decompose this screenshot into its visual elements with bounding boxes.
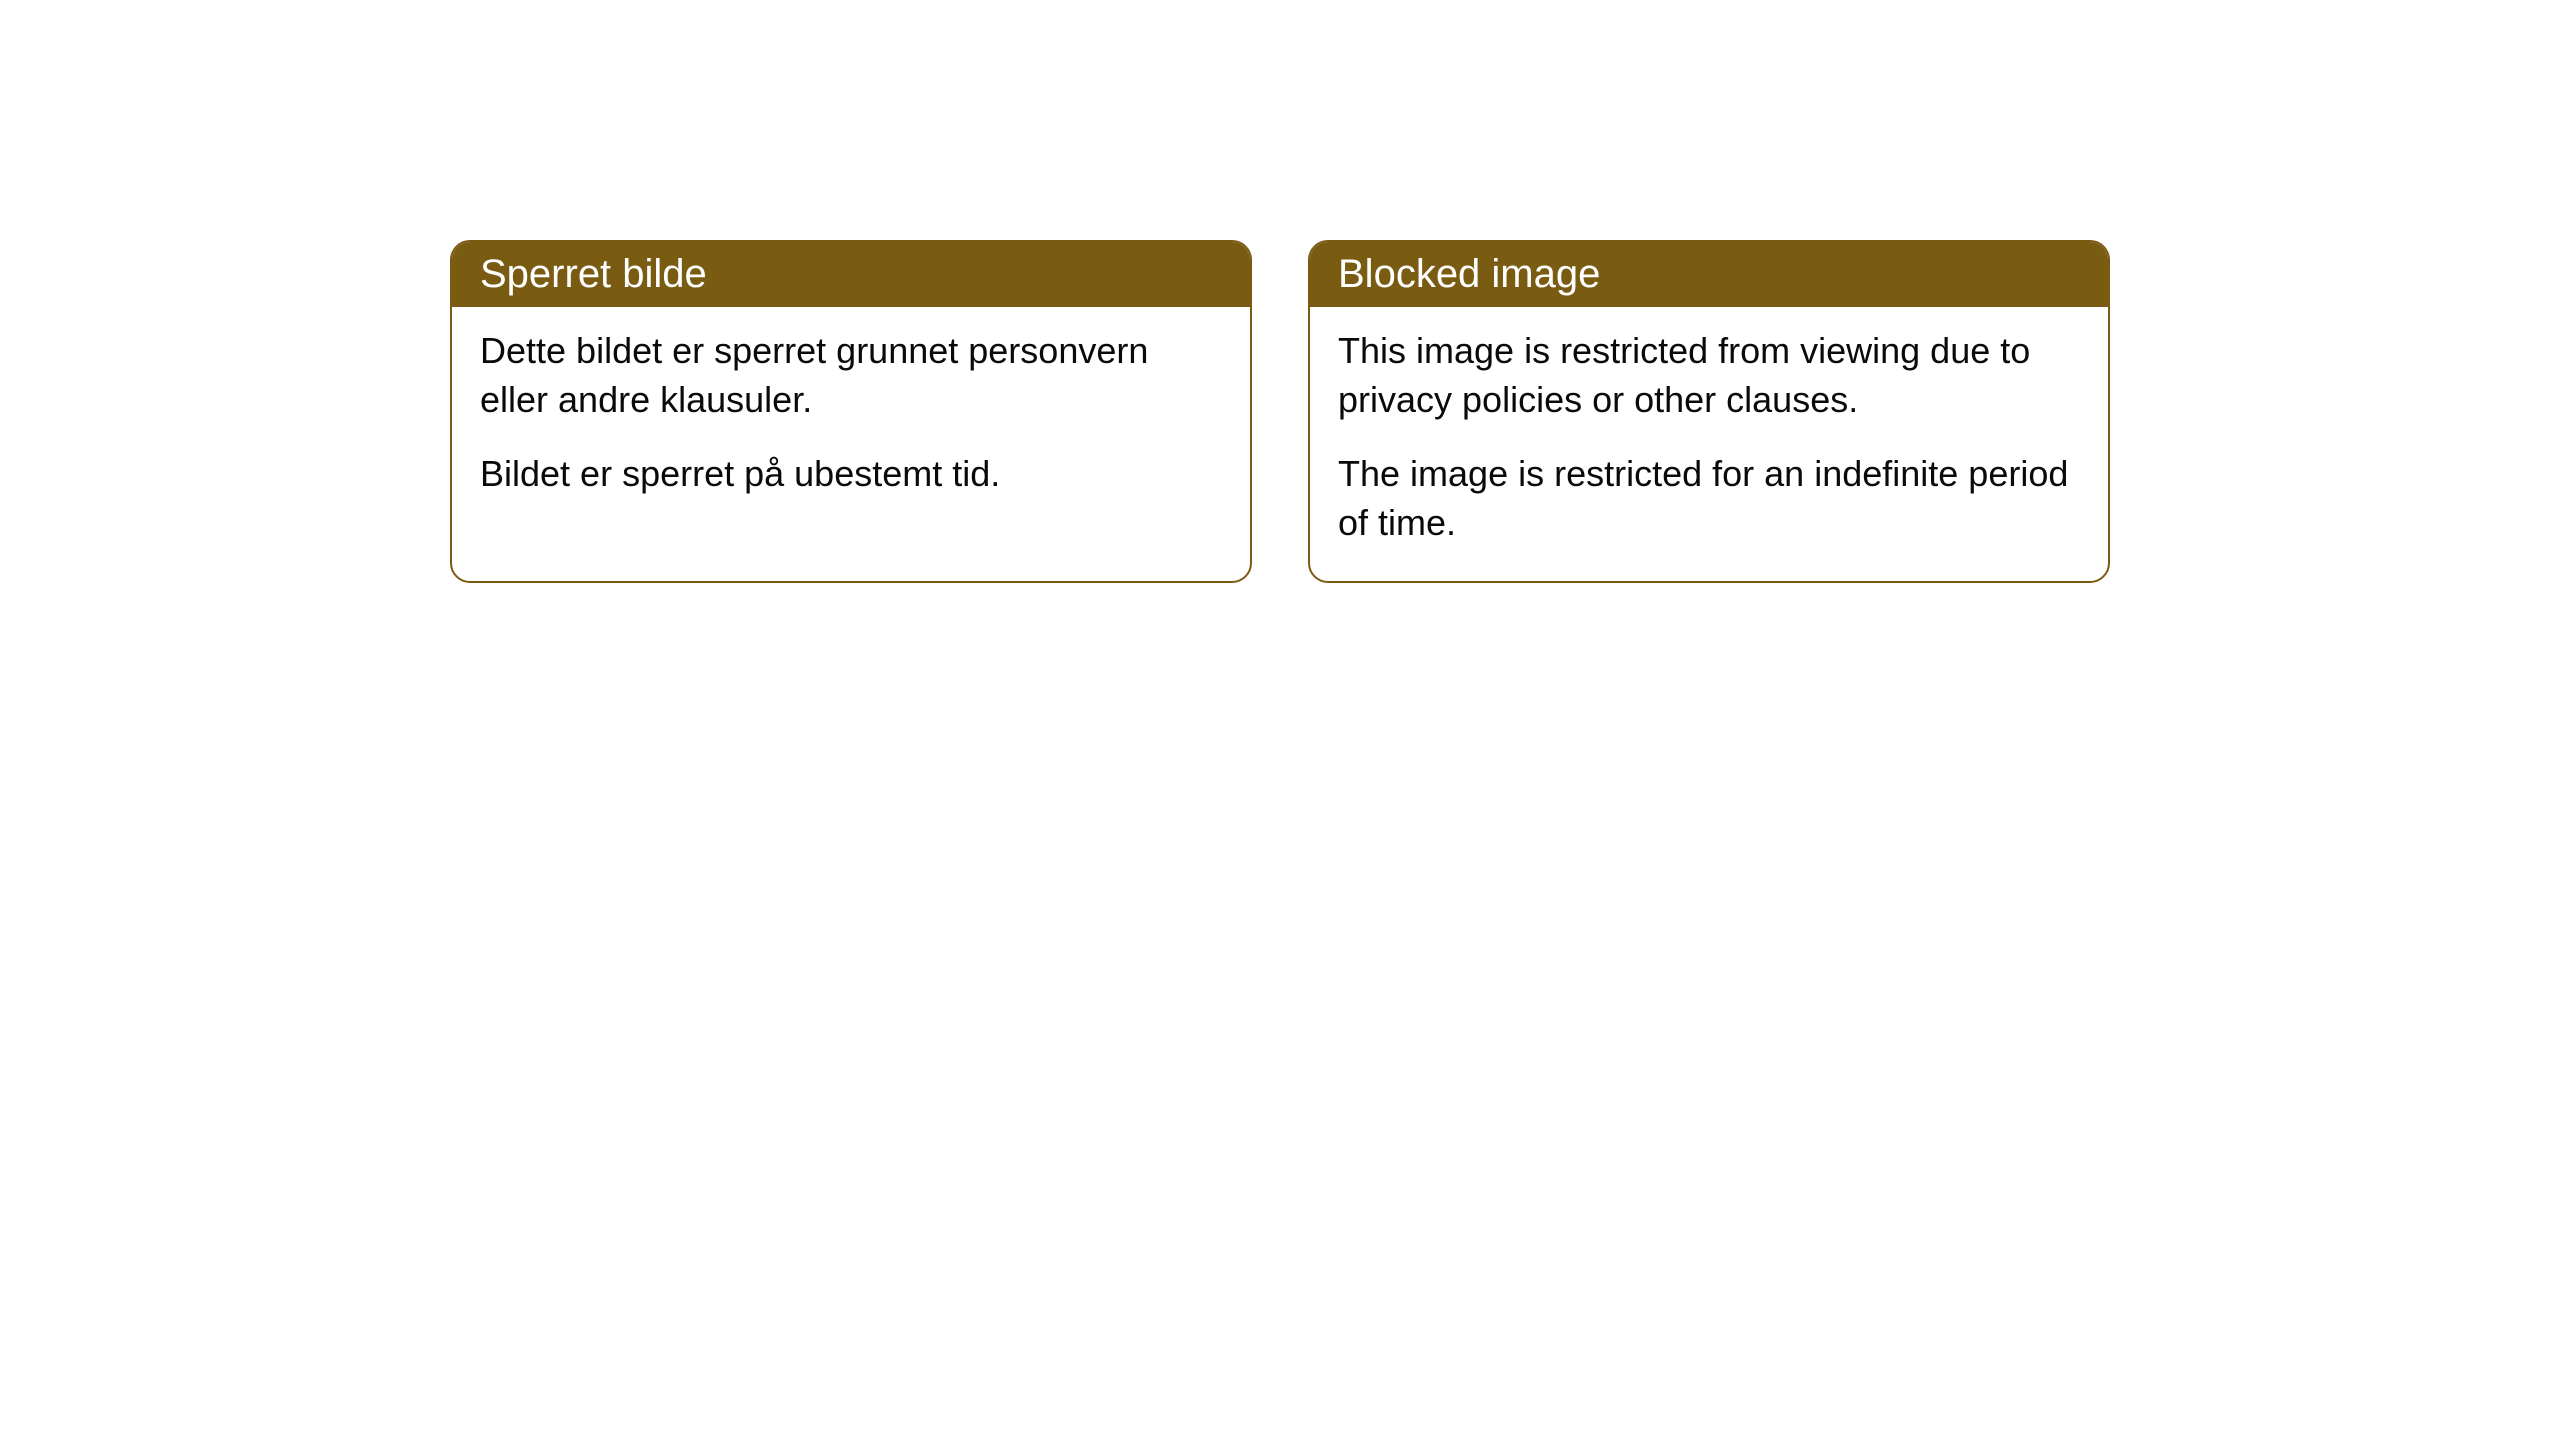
card-body-english: This image is restricted from viewing du… [1310, 307, 2108, 581]
card-paragraph: Bildet er sperret på ubestemt tid. [480, 450, 1222, 499]
card-title: Blocked image [1338, 252, 1600, 296]
notice-card-english: Blocked image This image is restricted f… [1308, 240, 2110, 583]
notice-card-norwegian: Sperret bilde Dette bildet er sperret gr… [450, 240, 1252, 583]
card-header-english: Blocked image [1310, 242, 2108, 307]
card-body-norwegian: Dette bildet er sperret grunnet personve… [452, 307, 1250, 533]
card-paragraph: Dette bildet er sperret grunnet personve… [480, 327, 1222, 424]
card-header-norwegian: Sperret bilde [452, 242, 1250, 307]
card-paragraph: This image is restricted from viewing du… [1338, 327, 2080, 424]
card-paragraph: The image is restricted for an indefinit… [1338, 450, 2080, 547]
card-title: Sperret bilde [480, 252, 707, 296]
notice-cards-container: Sperret bilde Dette bildet er sperret gr… [450, 240, 2110, 583]
